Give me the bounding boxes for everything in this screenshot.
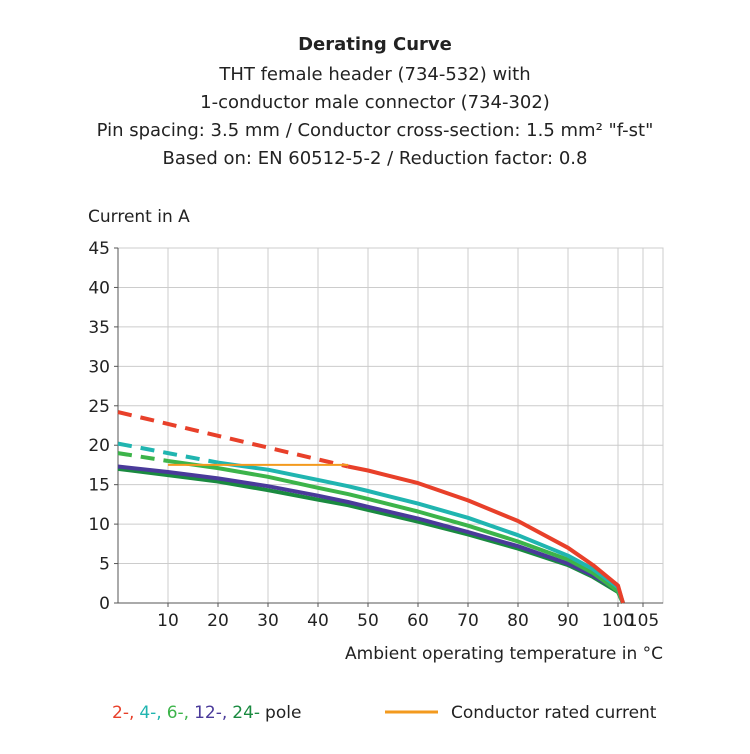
x-tick-label: 40	[307, 611, 329, 631]
x-tick-label: 10	[157, 611, 179, 631]
series-line-dashed	[117, 441, 219, 465]
series-line	[217, 460, 625, 604]
y-tick-label: 35	[88, 318, 110, 338]
x-tick-label: 60	[407, 611, 429, 631]
subtitle: Pin spacing: 3.5 mm / Conductor cross-se…	[97, 120, 654, 141]
y-tick-label: 5	[99, 555, 110, 575]
series-line-dashed	[117, 451, 169, 463]
legend-entry: Conductor rated current	[451, 703, 657, 723]
x-tick-label: 30	[257, 611, 279, 631]
x-tick-label: 80	[507, 611, 529, 631]
subtitle: 1-conductor male connector (734-302)	[200, 92, 550, 113]
legend-entry: 24-	[232, 703, 260, 723]
y-tick-label: 15	[88, 476, 110, 496]
chart-title: Derating Curve	[298, 34, 452, 55]
x-tick-label: 90	[557, 611, 579, 631]
y-tick-label: 10	[88, 515, 110, 535]
series-line-dashed	[117, 410, 349, 469]
x-tick-label: 105	[627, 611, 659, 631]
y-tick-label: 30	[88, 357, 110, 377]
y-tick-label: 0	[99, 594, 110, 614]
legend-entry: 12-,	[194, 703, 227, 723]
x-axis-label: Ambient operating temperature in °C	[345, 644, 663, 664]
subtitle: Based on: EN 60512-5-2 / Reduction facto…	[163, 148, 588, 169]
y-axis-label: Current in A	[88, 207, 190, 227]
y-tick-label: 25	[88, 397, 110, 417]
y-tick-label: 20	[88, 436, 110, 456]
x-tick-label: 20	[207, 611, 229, 631]
x-tick-label: 100	[602, 611, 634, 631]
y-tick-label: 40	[88, 278, 110, 298]
plot-frame	[117, 247, 664, 604]
subtitle: THT female header (734-532) with	[218, 64, 530, 85]
x-tick-label: 70	[457, 611, 479, 631]
legend-entry: 4-,	[139, 703, 161, 723]
y-tick-label: 45	[88, 239, 110, 259]
legend-entry: 6-,	[167, 703, 189, 723]
series-line	[347, 464, 625, 604]
series-line	[167, 459, 625, 604]
legend-entry: 2-,	[112, 703, 134, 723]
series-line	[117, 464, 625, 604]
legend: 2-, 4-, 6-, 12-, 24- pole	[112, 703, 301, 723]
legend-label: pole	[265, 703, 301, 723]
x-tick-label: 50	[357, 611, 379, 631]
